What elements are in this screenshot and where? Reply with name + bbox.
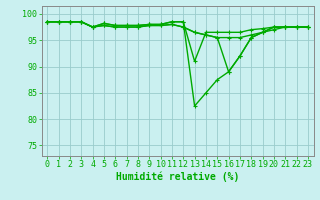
X-axis label: Humidité relative (%): Humidité relative (%) bbox=[116, 172, 239, 182]
